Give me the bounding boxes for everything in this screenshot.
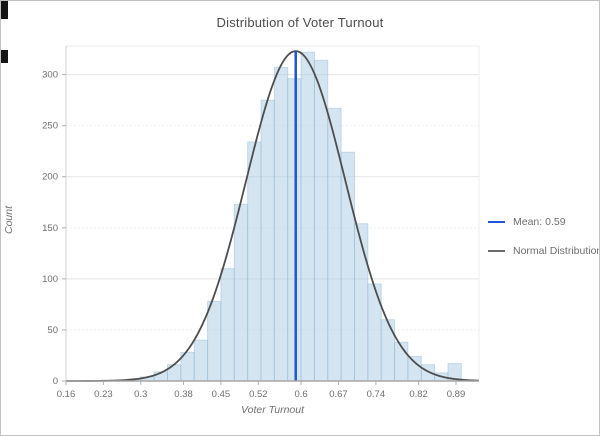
svg-text:0.6: 0.6 bbox=[294, 389, 307, 400]
histogram-bar bbox=[273, 66, 289, 382]
histogram-bar bbox=[287, 78, 302, 382]
histogram-bar bbox=[247, 141, 262, 382]
y-axis-title: Count bbox=[3, 205, 15, 235]
screen-edge-artifact bbox=[1, 1, 8, 19]
histogram-bar bbox=[220, 268, 235, 382]
mean-line-swatch-icon bbox=[488, 221, 505, 223]
screen-edge-artifact bbox=[1, 50, 8, 63]
histogram-bar bbox=[193, 339, 209, 382]
histogram-bar bbox=[380, 319, 396, 382]
svg-text:0.82: 0.82 bbox=[409, 389, 428, 400]
histogram-bar bbox=[300, 51, 315, 382]
svg-text:0.38: 0.38 bbox=[174, 389, 193, 400]
svg-text:0.23: 0.23 bbox=[94, 389, 113, 400]
legend-label-normal: Normal Distribution bbox=[513, 245, 600, 257]
legend-item-mean: Mean: 0.59 bbox=[488, 216, 599, 228]
chart-title: Distribution of Voter Turnout bbox=[216, 15, 384, 30]
svg-text:0.45: 0.45 bbox=[212, 389, 231, 400]
svg-text:200: 200 bbox=[42, 172, 58, 183]
svg-text:0.74: 0.74 bbox=[367, 389, 386, 400]
histogram-bar bbox=[407, 355, 422, 382]
histogram-bar bbox=[353, 223, 369, 382]
chart-legend: Mean: 0.59 Normal Distribution bbox=[488, 216, 600, 274]
svg-text:300: 300 bbox=[42, 70, 58, 81]
histogram-bar bbox=[340, 151, 355, 382]
x-tick-labels: 0.16 0.23 0.3 0.38 0.45 0.52 0.6 0.67 0.74 0.82 0.… bbox=[57, 381, 466, 400]
svg-text:0: 0 bbox=[53, 376, 58, 387]
histogram-bar bbox=[394, 341, 409, 382]
histogram-bar bbox=[207, 300, 222, 382]
svg-text:0.89: 0.89 bbox=[447, 389, 466, 400]
svg-text:100: 100 bbox=[42, 274, 58, 285]
svg-text:0.52: 0.52 bbox=[249, 389, 268, 400]
svg-text:0.16: 0.16 bbox=[57, 389, 76, 400]
legend-label-mean: Mean: 0.59 bbox=[513, 216, 566, 228]
svg-text:0.3: 0.3 bbox=[134, 389, 147, 400]
histogram-bars bbox=[126, 51, 476, 382]
histogram-bar bbox=[327, 107, 342, 382]
normal-curve-line bbox=[66, 50, 479, 382]
svg-text:150: 150 bbox=[42, 223, 58, 234]
normal-line-swatch-icon bbox=[488, 250, 505, 252]
svg-text:0.67: 0.67 bbox=[329, 389, 348, 400]
x-axis-title: Voter Turnout bbox=[240, 404, 305, 416]
histogram-bar bbox=[260, 99, 275, 382]
legend-item-normal: Normal Distribution bbox=[488, 245, 600, 257]
y-tick-labels: 0 50 100 150 200 250 300 bbox=[42, 70, 66, 387]
histogram-bar bbox=[233, 203, 249, 382]
svg-text:50: 50 bbox=[47, 325, 58, 336]
svg-text:250: 250 bbox=[42, 121, 58, 132]
